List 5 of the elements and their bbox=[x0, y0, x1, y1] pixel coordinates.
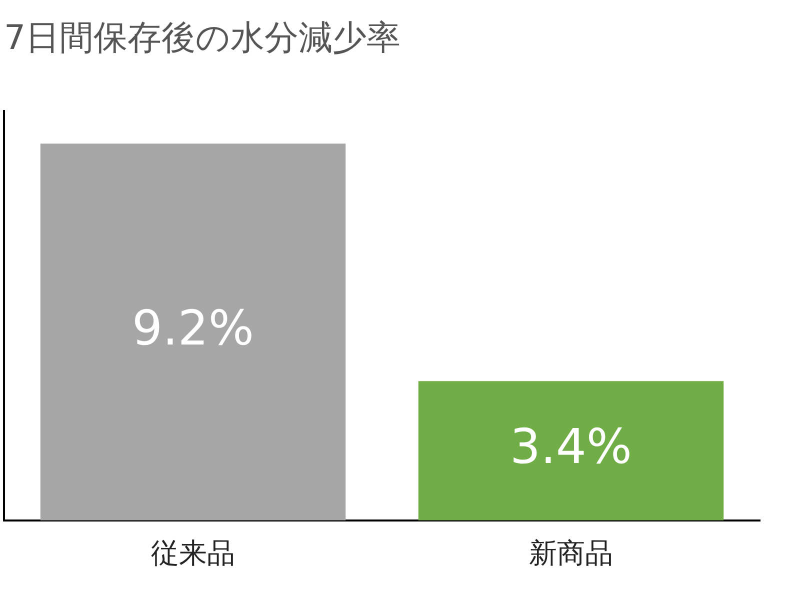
chart-title: 7日間保存後の水分減少率 bbox=[4, 18, 401, 58]
x-tick-label: 新商品 bbox=[529, 536, 613, 570]
data-label: 3.4% bbox=[510, 419, 632, 476]
data-label: 9.2% bbox=[132, 300, 254, 356]
x-tick-label: 従来品 bbox=[151, 536, 235, 570]
